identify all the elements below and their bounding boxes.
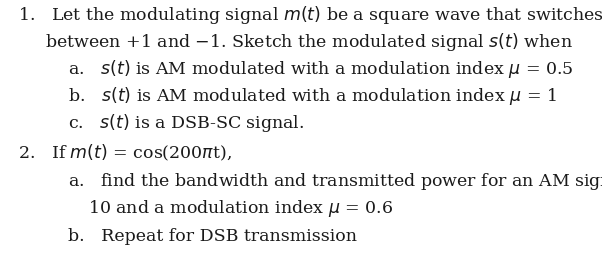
Text: between +1 and −1. Sketch the modulated signal $s(t)$ when: between +1 and −1. Sketch the modulated …	[45, 31, 573, 53]
Text: 2.   If $m(t)$ = cos(200$\pi$t),: 2. If $m(t)$ = cos(200$\pi$t),	[18, 142, 232, 163]
Text: 1.   Let the modulating signal $m(t)$ be a square wave that switches periodicall: 1. Let the modulating signal $m(t)$ be a…	[18, 4, 602, 26]
Text: b.   Repeat for DSB transmission: b. Repeat for DSB transmission	[68, 228, 357, 245]
Text: a.   find the bandwidth and transmitted power for an AM signal assuming $A_c$ =: a. find the bandwidth and transmitted po…	[68, 171, 602, 192]
Text: 10 and a modulation index $\mu$ = 0.6: 10 and a modulation index $\mu$ = 0.6	[88, 198, 393, 219]
Text: b.   $s(t)$ is AM modulated with a modulation index $\mu$ = 1: b. $s(t)$ is AM modulated with a modulat…	[68, 85, 557, 107]
Text: c.   $s(t)$ is a DSB-SC signal.: c. $s(t)$ is a DSB-SC signal.	[68, 112, 305, 134]
Text: a.   $s(t)$ is AM modulated with a modulation index $\mu$ = 0.5: a. $s(t)$ is AM modulated with a modulat…	[68, 58, 574, 80]
